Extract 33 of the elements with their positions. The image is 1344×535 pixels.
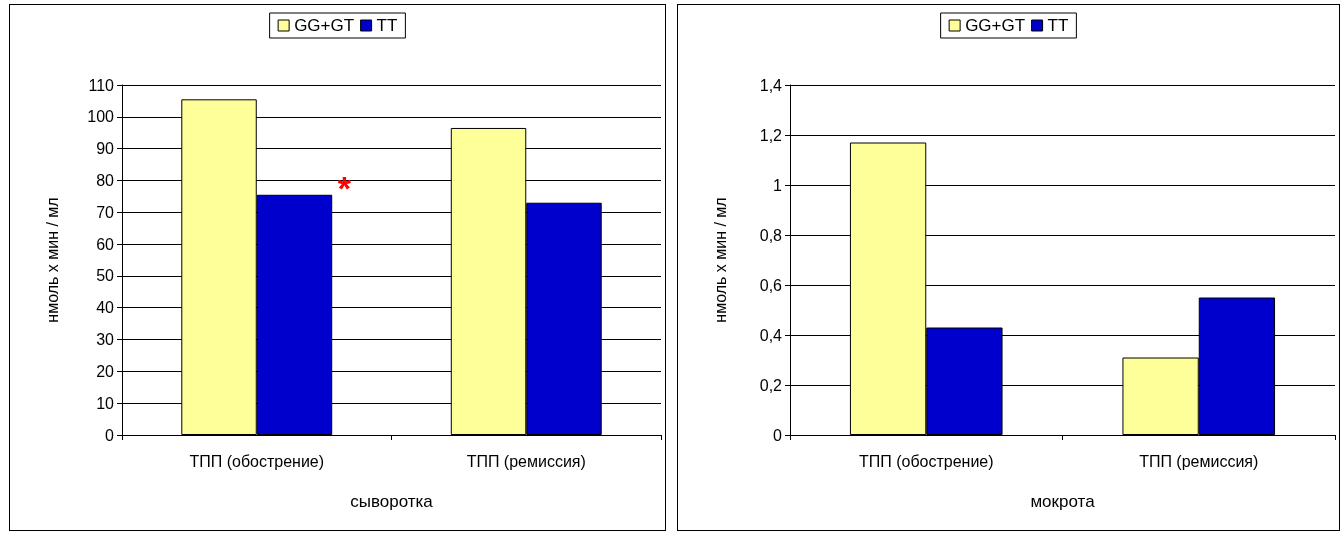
legend-label: GG+GT [965,16,1026,35]
x-tick-label: ТПП (ремиссия) [1139,452,1259,470]
y-tick-label: 1,4 [759,76,783,94]
y-tick-label: 0 [773,426,783,444]
x-axis-title: сыворотка [350,492,434,511]
x-tick-label: ТПП (обострение) [858,452,994,470]
y-tick-label: 100 [87,108,115,126]
x-axis-title: мокрота [1030,492,1096,511]
y-tick-label: 60 [96,235,115,253]
y-tick-label: 0,8 [759,226,783,244]
y-axis-title: нмоль х мин / мл [43,197,61,323]
y-tick-label: 1,2 [759,126,783,144]
y-tick-label: 90 [96,140,115,158]
legend-label: TT [376,16,398,35]
legend-label: TT [1047,16,1069,35]
y-tick-label: 80 [96,171,115,189]
y-tick-label: 0,2 [759,376,783,394]
y-tick-label: 10 [96,394,115,412]
y-tick-label: 0 [105,426,115,444]
y-tick-label: 0,4 [759,326,783,344]
annotation: * [337,169,352,208]
y-tick-label: 20 [96,362,115,380]
y-tick-label: 70 [96,203,115,221]
y-tick-label: 0,6 [759,276,783,294]
x-tick-label: ТПП (ремиссия) [466,452,586,470]
y-tick-label: 30 [96,331,115,349]
y-tick-label: 40 [96,299,115,317]
y-tick-label: 110 [88,76,115,94]
y-axis-title: нмоль х мин / мл [711,197,729,323]
y-tick-label: 50 [96,267,115,285]
y-tick-label: 1 [773,176,783,194]
legend-label: GG+GT [294,16,355,35]
x-tick-label: ТПП (обострение) [189,452,325,470]
